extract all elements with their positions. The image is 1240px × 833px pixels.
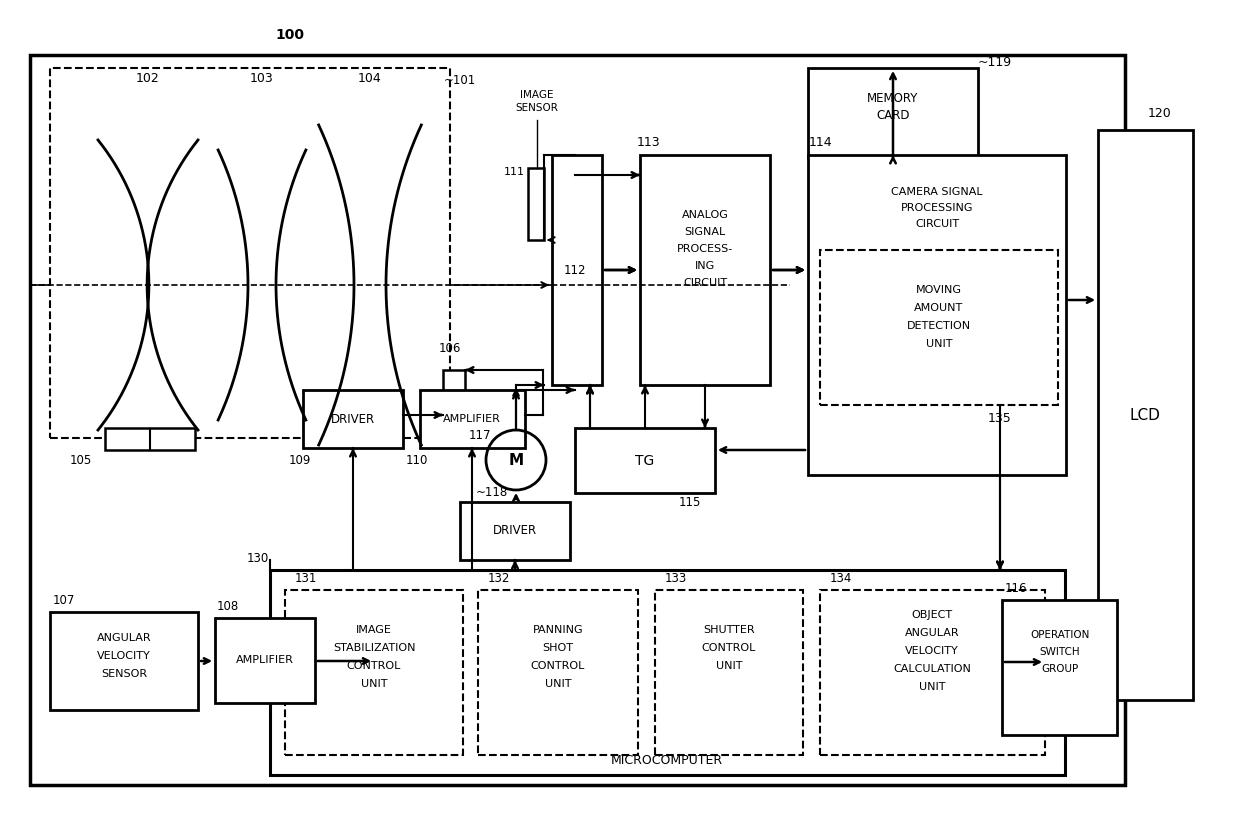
Bar [820,590,1045,755]
Bar [285,590,463,755]
Text: 133: 133 [665,571,687,585]
Text: AMPLIFIER: AMPLIFIER [236,655,294,665]
Text: 100: 100 [275,28,305,42]
Bar [808,155,1066,475]
Text: 111: 111 [503,167,525,177]
Text: SENSOR: SENSOR [516,103,558,113]
Text: MOVING: MOVING [916,285,962,295]
Text: PROCESS-: PROCESS- [677,244,733,254]
Text: SENSOR: SENSOR [100,669,148,679]
Text: DETECTION: DETECTION [906,321,971,331]
Text: MEMORY: MEMORY [867,92,919,104]
Text: OBJECT: OBJECT [911,610,952,620]
Text: 104: 104 [358,72,382,84]
Bar [460,502,570,560]
Bar [270,570,1065,775]
Bar [552,155,601,385]
Text: UNIT: UNIT [926,339,952,349]
Text: ~101: ~101 [444,73,476,87]
Bar [1097,130,1193,700]
Text: VELOCITY: VELOCITY [905,646,959,656]
Text: MICROCOMPUTER: MICROCOMPUTER [611,754,723,766]
Bar [30,55,1125,785]
Text: 106: 106 [439,342,461,355]
Text: ~118: ~118 [476,486,508,498]
Bar [528,168,544,240]
Text: ING: ING [694,261,715,271]
Text: 115: 115 [678,496,701,508]
Text: SIGNAL: SIGNAL [684,227,725,237]
Text: 105: 105 [69,453,92,466]
Text: CIRCUIT: CIRCUIT [683,278,727,288]
Text: UNIT: UNIT [715,661,743,671]
Text: 112: 112 [564,263,587,277]
Text: 109: 109 [289,453,311,466]
Text: SWITCH: SWITCH [1039,647,1080,657]
Bar [1002,600,1117,735]
Text: DRIVER: DRIVER [494,525,537,537]
Text: 130: 130 [247,551,269,565]
Text: ANALOG: ANALOG [682,210,728,220]
Text: STABILIZATION: STABILIZATION [332,643,415,653]
Text: 117: 117 [469,428,491,441]
Text: ANGULAR: ANGULAR [97,633,151,643]
Bar [215,618,315,703]
Text: TG: TG [635,454,655,468]
Text: M: M [508,452,523,467]
Text: CARD: CARD [877,108,910,122]
Text: UNIT: UNIT [544,679,572,689]
Text: GROUP: GROUP [1042,664,1079,674]
Text: 120: 120 [1148,107,1172,119]
Text: AMPLIFIER: AMPLIFIER [443,414,501,424]
Bar [50,68,450,438]
Text: IMAGE: IMAGE [521,90,554,100]
Text: UNIT: UNIT [361,679,387,689]
Text: VELOCITY: VELOCITY [97,651,151,661]
Text: 103: 103 [250,72,274,84]
Text: SHOT: SHOT [543,643,573,653]
Text: IMAGE: IMAGE [356,625,392,635]
Text: CONTROL: CONTROL [531,661,585,671]
Text: OPERATION: OPERATION [1030,630,1090,640]
Text: CAMERA SIGNAL: CAMERA SIGNAL [892,187,983,197]
Text: PANNING: PANNING [533,625,583,635]
Text: 132: 132 [489,571,511,585]
Bar [640,155,770,385]
Text: CONTROL: CONTROL [347,661,402,671]
Bar [477,590,639,755]
Bar [105,428,195,450]
Text: 102: 102 [136,72,160,84]
Text: CIRCUIT: CIRCUIT [915,219,959,229]
Text: 113: 113 [636,136,660,148]
Bar [50,612,198,710]
Bar [655,590,804,755]
Text: CONTROL: CONTROL [702,643,756,653]
Text: 110: 110 [405,453,428,466]
Text: 131: 131 [295,571,317,585]
Bar [420,390,525,448]
Text: ~119: ~119 [978,56,1012,68]
Text: SHUTTER: SHUTTER [703,625,755,635]
Text: LCD: LCD [1130,407,1161,422]
Text: CALCULATION: CALCULATION [893,664,971,674]
Bar [808,68,978,158]
Text: 116: 116 [1004,581,1028,595]
Text: AMOUNT: AMOUNT [914,303,963,313]
Bar [820,250,1058,405]
Bar [443,370,465,415]
Text: 134: 134 [830,571,852,585]
Text: 107: 107 [53,593,76,606]
Text: 135: 135 [988,412,1012,425]
Text: ANGULAR: ANGULAR [905,628,960,638]
Text: 108: 108 [217,600,239,612]
Text: DRIVER: DRIVER [331,412,374,426]
Bar [575,428,715,493]
Text: PROCESSING: PROCESSING [900,203,973,213]
Bar [303,390,403,448]
Text: UNIT: UNIT [919,682,945,692]
Text: 114: 114 [808,136,832,148]
